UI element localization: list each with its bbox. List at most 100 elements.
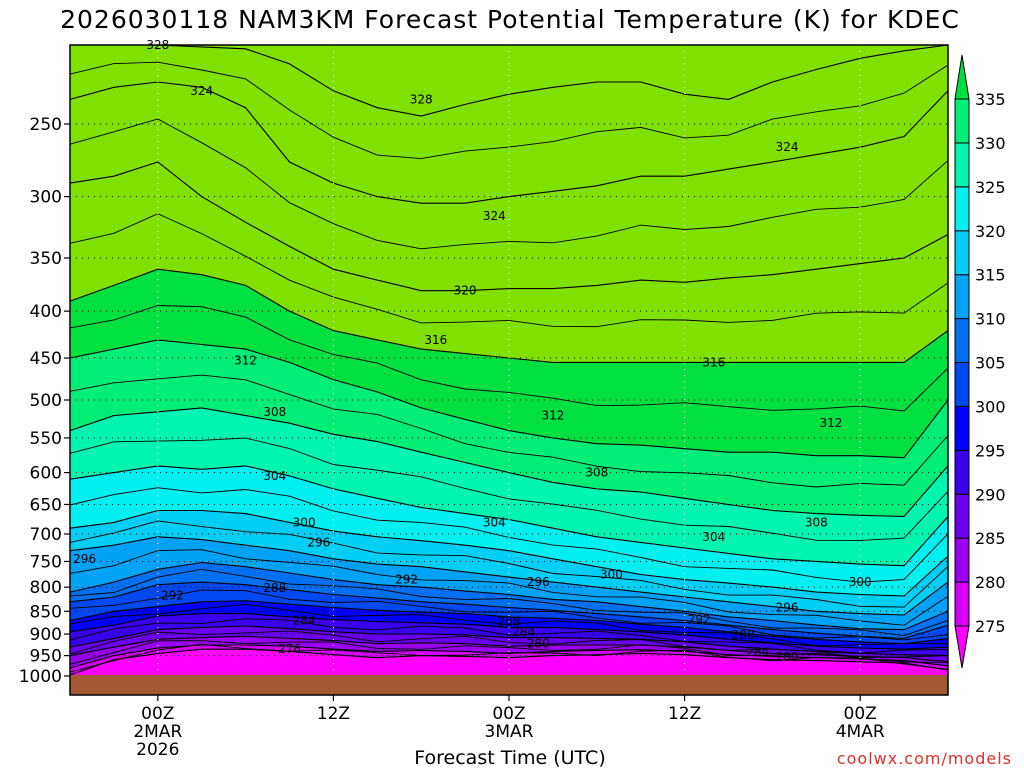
contour-line [69,644,949,669]
x-axis-label: Forecast Time (UTC) [414,747,605,768]
colorbar-tick-label: 275 [975,617,1006,636]
colorbar-tick-label: 295 [975,441,1006,460]
colorbar-tick-label: 320 [975,222,1006,241]
contour-line [69,536,949,616]
colorbar-tick-label: 305 [975,354,1006,373]
contour-line [69,635,949,663]
contour-label: 296 [73,552,96,566]
contour-label: 288 [732,628,755,642]
contour-label: 276 [278,642,301,656]
contour-line [69,437,949,541]
contour-label: 292 [688,613,711,627]
ground-surface [70,675,948,695]
contour-label: 308 [585,466,608,480]
contour-label: 328 [410,92,433,106]
y-tick-label: 350 [30,249,62,269]
contour-line [69,161,949,292]
x-tick-label: 12Z [317,704,350,724]
colorbar-tick-label: 325 [975,178,1006,197]
y-tick-label: 900 [30,625,62,645]
contour-label: 284 [512,625,535,639]
colorbar-segment [954,405,970,451]
contour-fills [69,44,949,676]
credit-text: coolwx.com/models [837,749,1012,768]
contour-line [69,509,949,597]
contour-label: 280 [527,637,550,651]
colorbar-tick-label: 280 [975,573,1006,592]
contour-label: 324 [776,140,799,154]
colorbar-segment [954,274,970,320]
contour-label: 300 [293,515,316,529]
contour-line [69,520,949,608]
x-tick-date: 2MAR [133,722,182,742]
colorbar-tick-label: 290 [975,485,1006,504]
y-tick-label: 250 [30,115,62,135]
contour-label: 296 [307,535,330,549]
y-tick-label: 300 [30,188,62,208]
colorbar-segment [954,318,970,364]
contour-label: 312 [541,409,564,423]
contour-label: 316 [424,333,447,347]
contour-line [69,568,949,637]
y-tick-label: 450 [30,349,62,369]
colorbar-segment [954,54,970,100]
contour-label: 284 [293,614,316,628]
colorbar-segment [954,186,970,232]
contour-label: 280 [776,650,799,664]
contour-label: 312 [819,416,842,430]
contour-label: 304 [483,515,506,529]
contour-label: 292 [161,589,184,603]
x-tick-label: 00Z [844,704,877,724]
contour-line [69,549,949,626]
colorbar-segment [954,98,970,144]
y-tick-label: 750 [30,552,62,572]
y-tick-label: 650 [30,495,62,515]
contour-label: 296 [776,601,799,615]
contour-label: 324 [190,84,213,98]
x-tick-label: 00Z [141,704,174,724]
colorbar-segment [954,142,970,188]
contour-line [69,561,949,631]
contour-line [69,618,949,654]
x-tick-year: 2026 [136,740,179,760]
contour-label: 312 [234,354,257,368]
contour-label: 316 [702,355,725,369]
colorbar-segment [954,581,970,627]
contour-line [69,589,949,641]
contour-label: 284 [746,645,769,659]
contour-label: 304 [702,530,725,544]
contour-label: 304 [263,469,286,483]
x-tick-date: 4MAR [836,722,885,742]
colorbar-segment [954,449,970,495]
contour-line [69,305,949,412]
contour-label: 308 [263,405,286,419]
colorbar-tick-label: 335 [975,90,1006,109]
contour-label: 288 [498,614,521,628]
colorbar-tick-label: 330 [975,134,1006,153]
contour-line [69,603,949,647]
contour-label: 320 [454,284,477,298]
contour-line [69,600,949,645]
contour-label: 288 [263,581,286,595]
y-tick-label: 850 [30,602,62,622]
colorbar-segment [954,625,970,669]
contour-line [69,213,949,328]
contour-label: 324 [483,209,506,223]
y-tick-label: 600 [30,464,62,484]
y-tick-label: 1000 [19,667,62,687]
contour-label: 300 [849,575,872,589]
x-tick-date: 3MAR [485,722,534,742]
colorbar-segment [954,493,970,539]
y-axis: 250 300 350 400 450 500 550 600 650 700 750 800 850 9… [19,115,70,687]
y-tick-label: 950 [30,647,62,667]
colorbar-segment [954,537,970,583]
contour-label: 296 [527,575,550,589]
colorbar-segment [954,230,970,276]
contour-line [69,118,949,250]
contour-label: 300 [600,568,623,582]
contour-line [69,625,949,657]
colorbar-tick-label: 310 [975,310,1006,329]
contour-line [69,374,949,488]
